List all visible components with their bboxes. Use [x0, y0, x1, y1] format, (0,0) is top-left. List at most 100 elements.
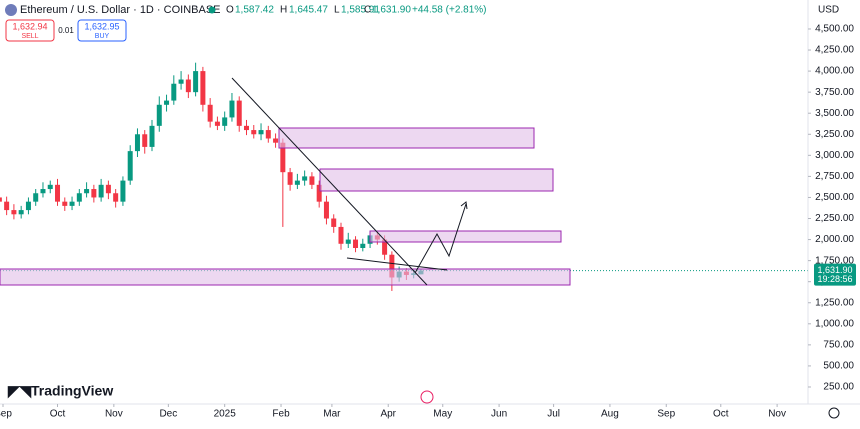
- coin-icon: [5, 4, 17, 16]
- status-dot: [208, 6, 216, 14]
- candle-body: [105, 184, 111, 194]
- y-tick-label: 4,500.00: [815, 24, 854, 35]
- y-tick-label: 500.00: [823, 361, 854, 372]
- x-tick-label: Mar: [323, 409, 341, 420]
- candle-body: [331, 218, 337, 227]
- candle-body: [127, 151, 133, 181]
- candle-body: [40, 189, 46, 194]
- candle-body: [229, 100, 235, 118]
- arrow-head: [460, 201, 468, 210]
- settings-icon[interactable]: [828, 407, 840, 419]
- event-icon[interactable]: [420, 390, 434, 404]
- sell-label[interactable]: SELL: [21, 33, 38, 40]
- candle-body: [120, 180, 126, 202]
- candle-body: [251, 130, 257, 135]
- candle-body: [323, 201, 329, 219]
- candle-body: [156, 104, 162, 126]
- x-tick-label: Oct: [713, 409, 729, 420]
- candle-body: [360, 243, 366, 248]
- x-tick-label: Jun: [491, 409, 507, 420]
- ohlc-label: O: [226, 5, 234, 16]
- y-tick-label: 2,500.00: [815, 192, 854, 203]
- x-tick-label: Oct: [50, 409, 66, 420]
- buy-label[interactable]: BUY: [95, 33, 110, 40]
- candle-body: [55, 184, 61, 202]
- buy-button[interactable]: [77, 19, 127, 42]
- candle-body: [33, 193, 39, 202]
- candle-body: [200, 71, 206, 105]
- trend-line: [231, 77, 428, 286]
- x-tick-label: Nov: [105, 409, 123, 420]
- last-price-label: 1,631.90: [817, 265, 852, 275]
- brand-logo: ◤◥: [7, 383, 32, 400]
- countdown: 19:28:56: [817, 274, 852, 284]
- candle-body: [113, 193, 119, 202]
- ohlc-label: L: [334, 5, 340, 16]
- candle-body: [149, 125, 155, 147]
- x-tick-label: Dec: [159, 409, 177, 420]
- candle-body: [69, 201, 75, 206]
- y-tick-label: 1,250.00: [815, 297, 854, 308]
- candle-body: [273, 138, 279, 143]
- y-tick-label: 250.00: [823, 382, 854, 393]
- candle-body: [18, 210, 24, 215]
- y-tick-label: 2,750.00: [815, 171, 854, 182]
- candle-body: [134, 134, 140, 152]
- y-tick-label: 4,250.00: [815, 45, 854, 56]
- candle-body: [309, 176, 315, 185]
- axes: 250.00500.00750.001,000.001,250.001,500.…: [0, 24, 856, 420]
- candle-body: [185, 79, 191, 93]
- chart-title: Ethereum / U.S. Dollar · 1D · COINBASE: [20, 4, 221, 16]
- brand: TradingView: [31, 383, 113, 399]
- candle-body: [164, 100, 170, 105]
- candle-body: [302, 176, 308, 181]
- y-tick-label: 3,250.00: [815, 129, 854, 140]
- candle-body: [11, 210, 17, 215]
- x-tick-label: Feb: [272, 409, 290, 420]
- buy-price[interactable]: 1,632.95: [84, 21, 119, 31]
- candle-body: [62, 201, 68, 206]
- candle-body: [316, 184, 322, 202]
- zone: [319, 168, 554, 192]
- ohlc-value: 1,645.47: [289, 5, 328, 16]
- candle-body: [294, 180, 300, 185]
- candle-body: [338, 226, 344, 244]
- candle-body: [345, 239, 351, 244]
- zone: [369, 230, 562, 243]
- projection-arrow: [414, 203, 467, 274]
- x-tick-label: Nov: [768, 409, 786, 420]
- x-tick-label: 2025: [214, 409, 237, 420]
- ohlc-label: H: [280, 5, 287, 16]
- candle-body: [4, 201, 10, 211]
- candle-body: [84, 189, 90, 194]
- x-tick-label: Apr: [380, 409, 396, 420]
- ohlc-value: 1,631.90: [372, 5, 411, 16]
- ohlc-value: 1,585.91: [341, 5, 380, 16]
- candle-body: [382, 239, 388, 255]
- x-tick-label: Aug: [601, 409, 619, 420]
- candle-body: [193, 71, 199, 93]
- candle-body: [258, 130, 264, 135]
- candle-body: [91, 189, 97, 198]
- y-tick-label: 3,500.00: [815, 108, 854, 119]
- ohlc-value: 1,587.42: [235, 5, 274, 16]
- candle-body: [243, 125, 249, 131]
- candle-body: [214, 121, 220, 126]
- candle-body: [222, 117, 228, 126]
- y-tick-label: 3,750.00: [815, 87, 854, 98]
- currency: USD: [818, 5, 839, 16]
- candle-body: [207, 104, 213, 122]
- y-tick-label: 2,000.00: [815, 234, 854, 245]
- y-tick-label: 3,000.00: [815, 150, 854, 161]
- candle-body: [178, 79, 184, 84]
- sell-button[interactable]: [5, 19, 55, 42]
- y-tick-label: 750.00: [823, 340, 854, 351]
- sell-price[interactable]: 1,632.94: [12, 21, 47, 31]
- last-price-box: [814, 263, 856, 286]
- x-tick-label: Sep: [0, 409, 12, 420]
- ohlc-label: C: [364, 5, 371, 16]
- candle-body: [389, 254, 395, 278]
- zone: [0, 268, 571, 286]
